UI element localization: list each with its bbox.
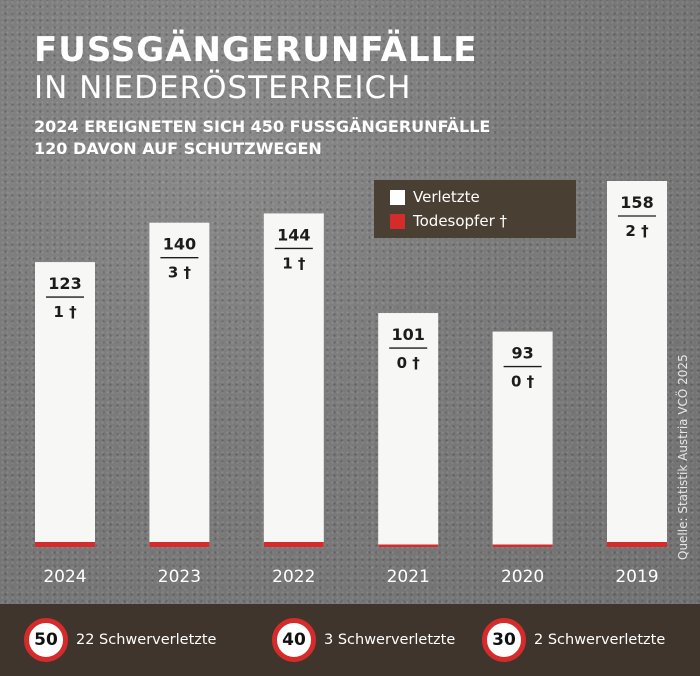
- title-line-1: FUSSGÄNGERUNFÄLLE: [34, 30, 478, 70]
- footer-item-30: 30 2 Schwerverletzte: [482, 618, 665, 662]
- footer-item-40: 40 3 Schwerverletzte: [272, 618, 455, 662]
- data-label-injured: 158: [620, 193, 653, 212]
- bar-injured-2021: [378, 313, 439, 547]
- footer-label-30: 2 Schwerverletzte: [534, 632, 666, 648]
- legend-label-deaths: Todesopfer †: [413, 212, 507, 230]
- footer-item-50: 50 22 Schwerverletzte: [24, 618, 216, 662]
- data-label-deaths: 1 †: [53, 303, 77, 321]
- bar-injured-2020: [492, 331, 553, 547]
- data-label-deaths: 0 †: [397, 354, 421, 372]
- legend-item-deaths: Todesopfer †: [390, 212, 507, 230]
- bar-deaths-2020: [492, 544, 553, 547]
- data-label-deaths: 1 †: [282, 254, 306, 272]
- speed-limit-sign-icon: 40: [272, 618, 316, 662]
- source-note: Quelle: Statistik Austria VCÖ 2025: [676, 354, 690, 560]
- data-label-injured: 144: [277, 225, 310, 244]
- data-label-deaths: 3 †: [168, 264, 192, 282]
- bar-deaths-2023: [149, 542, 210, 547]
- bar-chart: 123 1 † 2024 140 3 † 2023 144 1 † 2022 101 0 † 2021…: [35, 181, 667, 587]
- year-label-2021: 2021: [387, 567, 430, 587]
- bar-deaths-2024: [35, 542, 95, 547]
- bar-deaths-2021: [378, 544, 439, 547]
- legend: Verletzte Todesopfer †: [374, 180, 576, 238]
- legend-swatch-deaths: [390, 213, 405, 229]
- data-label-deaths: 2 †: [625, 222, 649, 240]
- year-label-2020: 2020: [501, 567, 544, 587]
- data-label-injured: 101: [391, 325, 424, 344]
- subtitle-line-2: 120 DAVON AUF SCHUTZWEGEN: [34, 139, 322, 158]
- data-label-injured: 93: [511, 344, 533, 363]
- bar-deaths-2019: [607, 542, 667, 547]
- legend-item-injured: Verletzte: [390, 188, 480, 206]
- bar-injured-2019: [607, 181, 667, 547]
- bar-injured-2022: [263, 213, 324, 548]
- subtitle-line-1: 2024 EREIGNETEN SICH 450 FUSSGÄNGERUNFÄL…: [34, 117, 491, 136]
- bar-injured-2023: [149, 222, 210, 547]
- footer-label-50: 22 Schwerverletzte: [76, 632, 217, 648]
- data-label-deaths: 0 †: [511, 373, 535, 391]
- legend-swatch-injured: [390, 189, 405, 205]
- year-label-2019: 2019: [615, 567, 658, 587]
- data-label-injured: 123: [48, 274, 81, 293]
- year-label-2024: 2024: [43, 567, 86, 587]
- speed-limit-sign-icon: 30: [482, 618, 526, 662]
- footer-bar: 50 22 Schwerverletzte 40 3 Schwerverletz…: [0, 604, 700, 676]
- data-label-injured: 140: [163, 235, 196, 254]
- title-line-2: IN NIEDERÖSTERREICH: [34, 70, 412, 106]
- bar-deaths-2022: [263, 542, 324, 547]
- bar-injured-2024: [35, 262, 95, 547]
- year-label-2023: 2023: [158, 567, 201, 587]
- speed-limit-sign-icon: 50: [24, 618, 68, 662]
- legend-label-injured: Verletzte: [413, 188, 480, 206]
- year-label-2022: 2022: [272, 567, 315, 587]
- footer-label-40: 3 Schwerverletzte: [324, 632, 456, 648]
